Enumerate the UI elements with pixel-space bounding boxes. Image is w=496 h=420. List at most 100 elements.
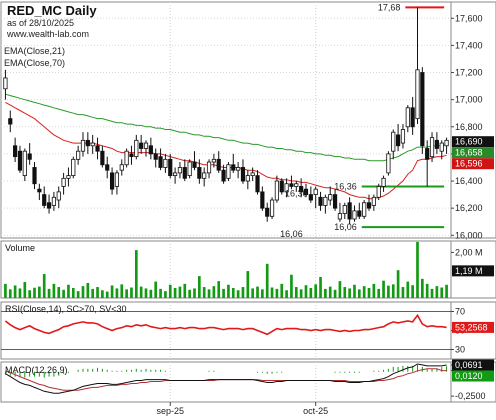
candle-body [303, 188, 309, 195]
volume-bar [110, 285, 114, 298]
candle-body [337, 213, 343, 220]
pivot-label: 16,06 [280, 229, 303, 239]
level-label: 16,36 [334, 181, 357, 191]
volume-bar [47, 288, 51, 298]
candle-body [61, 177, 66, 187]
candle-body [173, 172, 178, 177]
volume-bar [96, 287, 99, 298]
volume-bar [33, 287, 36, 298]
candle-body [420, 72, 425, 147]
volume-bar [38, 286, 41, 298]
volume-bar [333, 289, 337, 298]
volume-bar [23, 282, 27, 298]
price-tick-label: 16,000 [455, 230, 483, 240]
pivot-label: 16,36 [285, 188, 308, 198]
pane-frame-macd [0, 361, 452, 403]
volume-bar [411, 285, 414, 298]
volume-bar [280, 283, 284, 298]
volume-bar [125, 289, 128, 298]
price-tick-label: 16,400 [455, 176, 483, 186]
candle-body [51, 196, 56, 206]
candle-body [260, 191, 265, 209]
level-label: 16,06 [334, 222, 357, 232]
x-tick-label: sep-25 [156, 406, 184, 416]
volume-bar [425, 283, 429, 298]
candle-body [255, 175, 260, 193]
candle-body [265, 207, 270, 217]
candle-body [158, 156, 163, 168]
volume-last-tag-label: 1,19 M [455, 266, 483, 276]
candle-body [119, 164, 124, 171]
price-tick-label: 17,000 [455, 95, 483, 105]
candle-body [444, 139, 449, 147]
volume-bar [275, 288, 279, 298]
volume-bar [115, 288, 119, 298]
rsi-last-tag-label: 53,2568 [455, 322, 488, 332]
candle-body [313, 188, 318, 195]
volume-bar [290, 274, 293, 298]
volume-bar [202, 287, 206, 298]
volume-bar [367, 287, 371, 298]
rsi-tick-label: 70 [455, 307, 465, 317]
candle-body [362, 202, 367, 217]
candle-body [231, 164, 236, 171]
price-tick-label: 17,600 [455, 13, 483, 23]
candle-body [143, 142, 149, 149]
x-tick-label: oct-25 [303, 406, 328, 416]
volume-bar [154, 281, 158, 298]
volume-bar [130, 287, 133, 298]
volume-last-tag-bg [452, 265, 494, 277]
rsi-pane: 70503053,2568 [1, 307, 494, 355]
macd-last-tag-label: 0,0691 [455, 360, 483, 370]
candle-body [85, 139, 90, 147]
volume-bar [4, 283, 7, 298]
candle-body [109, 172, 115, 190]
volume-bar [183, 283, 187, 298]
volume-bar [139, 286, 143, 298]
price-tick-label: 17,400 [455, 40, 483, 50]
volume-bar [406, 281, 410, 298]
volume-bar [246, 271, 250, 298]
volume-bar [251, 288, 254, 298]
candle-body [269, 199, 275, 217]
candle-body [192, 161, 197, 168]
macd-line [5, 363, 447, 394]
candle-body [439, 142, 444, 152]
volume-bar [76, 291, 80, 298]
volume-bar [294, 287, 298, 298]
macd-last-tag-label: 0,0120 [455, 371, 483, 381]
volume-bar [81, 286, 85, 298]
volume-pane: 2,00 M 1,19 M [4, 241, 494, 298]
ema70-line [5, 93, 447, 162]
candle-body [391, 131, 396, 152]
candle-body [202, 172, 207, 179]
volume-bar [261, 289, 264, 298]
candle-body [100, 150, 105, 166]
macd-last-tag-bg [452, 370, 494, 382]
candle-body [347, 202, 352, 220]
candle-body [56, 191, 61, 201]
candle-body [250, 172, 255, 177]
volume-bar [120, 284, 124, 298]
candle-body [187, 161, 192, 177]
candle-body [352, 210, 357, 220]
volume-bar [382, 280, 385, 298]
volume-bar [164, 291, 167, 298]
candle-body [381, 177, 386, 187]
ema21-legend: EMA(Close,21) [4, 46, 65, 56]
volume-bar [357, 289, 361, 298]
volume-bar [159, 288, 162, 298]
volume-bar [445, 284, 448, 298]
volume-bar [421, 278, 424, 298]
candle-body [66, 175, 71, 179]
volume-bar [236, 290, 240, 298]
as-of-date: as of 28/10/2025 [7, 18, 74, 28]
volume-bar [62, 289, 65, 298]
volume-bar [314, 284, 318, 298]
candle-body [3, 77, 8, 90]
candle-body [386, 153, 391, 174]
